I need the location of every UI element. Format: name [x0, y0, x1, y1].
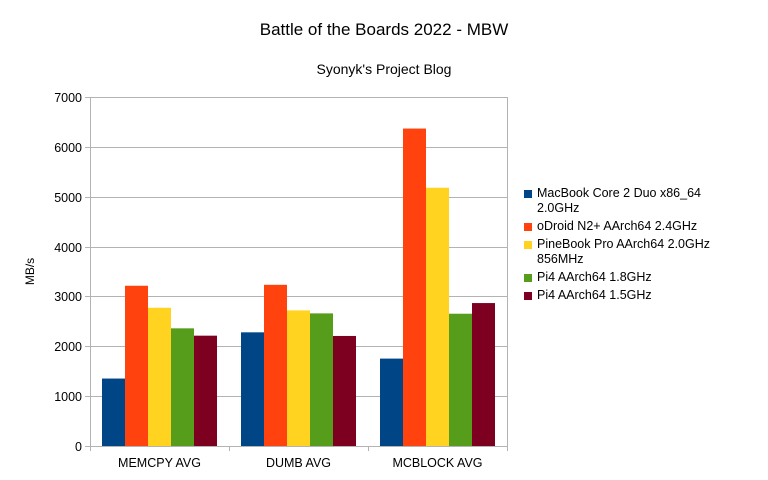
legend-swatch [524, 274, 532, 282]
y-axis-label: MB/s [23, 258, 37, 285]
bar-macbook-core-2-duo-x86-64-2-0ghz-dumb-avg [241, 332, 264, 446]
bar-pi4-aarch64-1-8ghz-mcblock-avg [449, 313, 472, 446]
bar-pi4-aarch64-1-8ghz-dumb-avg [310, 313, 333, 446]
y-tick-label: 2000 [54, 340, 82, 354]
bar-odroid-n2-aarch64-2-4ghz-memcpy-avg [125, 285, 148, 446]
bar-odroid-n2-aarch64-2-4ghz-dumb-avg [264, 284, 287, 446]
legend-item: Pi4 AArch64 1.5GHz [524, 288, 737, 303]
bar-pinebook-pro-aarch64-2-0ghz-856mhz-mcblock-avg [426, 187, 449, 447]
y-tick-label: 7000 [54, 91, 82, 105]
y-tick-label: 1000 [54, 390, 82, 404]
legend-label: MacBook Core 2 Duo x86_64 2.0GHz [537, 186, 701, 215]
legend-label: oDroid N2+ AArch64 2.4GHz [537, 219, 698, 233]
x-tick-label: DUMB AVG [266, 456, 331, 470]
legend-swatch [524, 241, 532, 249]
legend-swatch [524, 223, 532, 231]
legend-swatch [524, 292, 532, 300]
bar-pi4-aarch64-1-5ghz-mcblock-avg [472, 303, 495, 446]
legend-label: Pi4 AArch64 1.5GHz [537, 288, 652, 302]
legend-item: oDroid N2+ AArch64 2.4GHz [524, 219, 737, 234]
legend-item: PineBook Pro AArch64 2.0GHz 856MHz [524, 237, 737, 267]
legend-item: Pi4 AArch64 1.8GHz [524, 270, 737, 285]
legend-label: Pi4 AArch64 1.8GHz [537, 270, 652, 284]
x-tick-label: MEMCPY AVG [118, 456, 201, 470]
bar-macbook-core-2-duo-x86-64-2-0ghz-mcblock-avg [380, 358, 403, 446]
bar-pi4-aarch64-1-5ghz-dumb-avg [333, 335, 356, 446]
legend-item: MacBook Core 2 Duo x86_64 2.0GHz [524, 186, 737, 216]
y-tick-label: 5000 [54, 191, 82, 205]
bar-pi4-aarch64-1-5ghz-memcpy-avg [194, 335, 217, 446]
chart-subtitle: Syonyk's Project Blog [316, 61, 452, 77]
y-tick-label: 3000 [54, 290, 82, 304]
y-tick-label: 6000 [54, 141, 82, 155]
x-tick-label: MCBLOCK AVG [392, 456, 482, 470]
legend-label: PineBook Pro AArch64 2.0GHz 856MHz [537, 237, 711, 266]
plot-area [90, 97, 508, 447]
bar-odroid-n2-aarch64-2-4ghz-mcblock-avg [403, 128, 426, 446]
chart-title: Battle of the Boards 2022 - MBW [259, 20, 509, 39]
bar-macbook-core-2-duo-x86-64-2-0ghz-memcpy-avg [102, 378, 125, 446]
bar-pinebook-pro-aarch64-2-0ghz-856mhz-dumb-avg [287, 310, 310, 446]
bar-pi4-aarch64-1-8ghz-memcpy-avg [171, 328, 194, 446]
legend-swatch [524, 190, 532, 198]
bar-pinebook-pro-aarch64-2-0ghz-856mhz-memcpy-avg [148, 307, 171, 446]
y-tick-label: 0 [75, 440, 82, 454]
legend: MacBook Core 2 Duo x86_64 2.0GHz oDroid N… [524, 186, 737, 306]
y-tick-label: 4000 [54, 241, 82, 255]
